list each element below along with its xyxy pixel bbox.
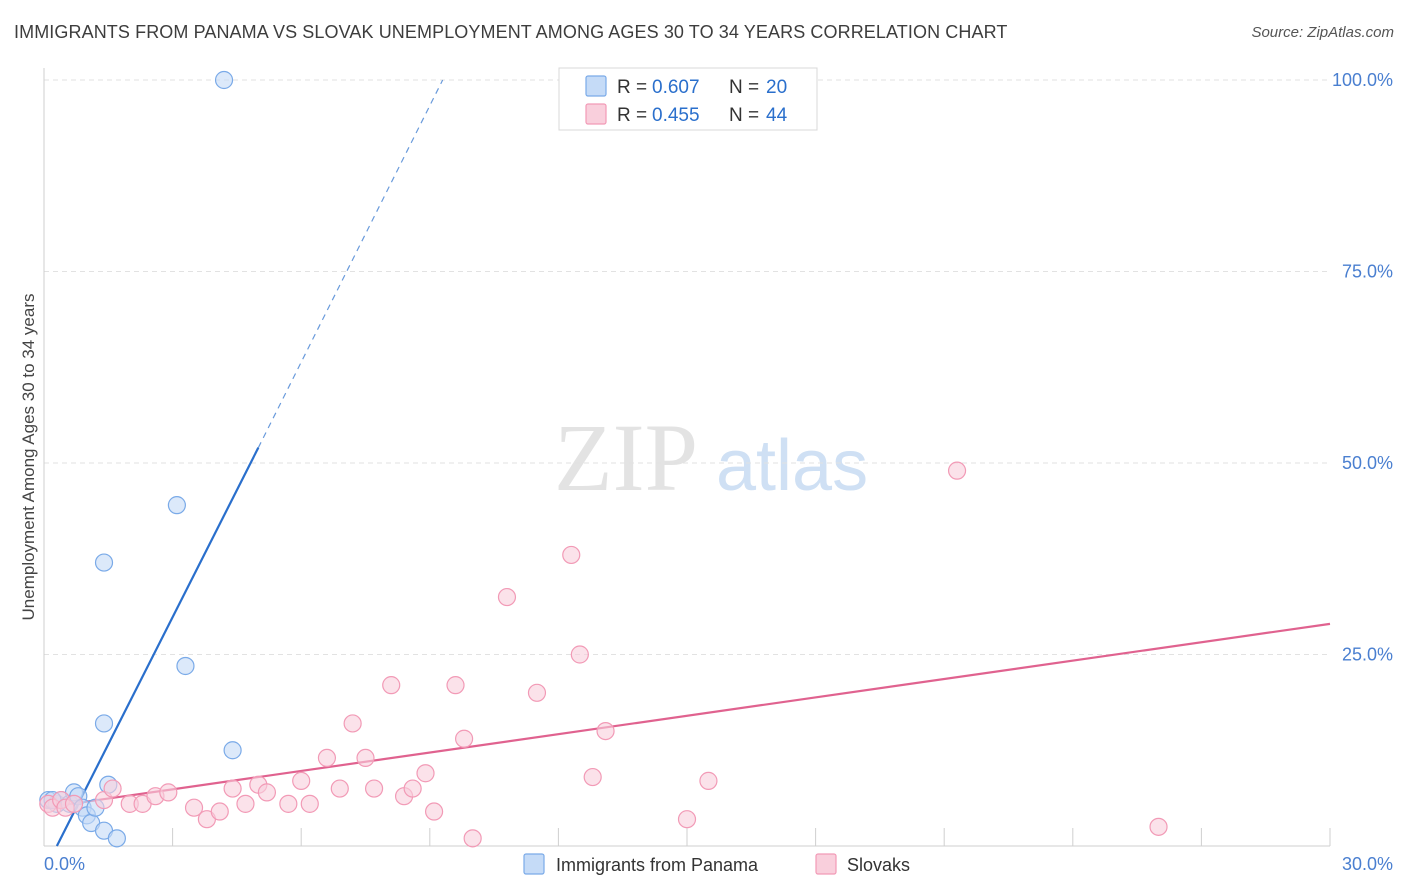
point-slovaks-35: [527, 683, 547, 702]
point-slovaks-10: [159, 783, 178, 802]
y-axis-title: Unemployment Among Ages 30 to 34 years: [19, 294, 38, 621]
stats-legend-swatch-panama: [585, 75, 607, 97]
x-tick-label-max: 30.0%: [1342, 854, 1393, 874]
trend-line-panama: [55, 447, 260, 847]
stats-legend-r-value-slovaks: 0.455: [652, 105, 700, 126]
watermark-atlas: atlas: [716, 426, 868, 506]
point-slovaks-32: [454, 729, 474, 748]
point-panama-13: [94, 714, 114, 733]
scatter-points: [39, 70, 1168, 848]
point-panama-12: [107, 829, 126, 848]
point-slovaks-19: [292, 771, 311, 790]
point-slovaks-42: [947, 461, 967, 480]
point-slovaks-36: [562, 545, 581, 565]
point-slovaks-24: [356, 748, 375, 768]
point-slovaks-37: [570, 645, 589, 664]
y-tick-label-25: 25.0%: [1342, 645, 1393, 665]
point-slovaks-26: [382, 676, 401, 695]
point-slovaks-4: [64, 794, 84, 813]
point-slovaks-31: [446, 676, 465, 695]
series-legend: Immigrants from Panama Slovaks: [523, 853, 910, 875]
point-panama-18: [214, 70, 234, 90]
point-panama-14: [94, 553, 114, 572]
x-ticks: [172, 828, 1331, 846]
point-slovaks-30: [424, 802, 444, 821]
y-tick-label-75: 75.0%: [1342, 262, 1393, 282]
stats-legend-n-value-slovaks: 44: [766, 105, 788, 126]
series-legend-label-panama: Immigrants from Panama: [556, 855, 759, 875]
x-tick-label-min: 0.0%: [44, 854, 85, 874]
point-slovaks-13: [210, 802, 229, 821]
trend-line-slovaks: [43, 622, 1331, 809]
point-slovaks-38: [583, 767, 602, 787]
stats-legend-n-label-slovaks: N =: [729, 105, 759, 126]
point-slovaks-20: [300, 794, 319, 813]
point-slovaks-17: [257, 783, 277, 802]
stats-legend-r-value-panama: 0.607: [652, 77, 700, 98]
stats-legend-n-value-panama: 20: [766, 77, 787, 98]
chart-source: Source: ZipAtlas.com: [1251, 24, 1394, 41]
stats-legend-swatch-slovaks: [585, 103, 607, 125]
point-slovaks-28: [403, 779, 422, 798]
watermark-zip: ZIP: [554, 404, 698, 511]
chart-title: IMMIGRANTS FROM PANAMA VS SLOVAK UNEMPLO…: [14, 22, 1008, 42]
point-slovaks-11: [184, 798, 204, 817]
point-slovaks-39: [596, 721, 615, 741]
watermark: ZIP atlas: [554, 404, 868, 511]
point-slovaks-41: [699, 771, 718, 790]
point-slovaks-40: [677, 810, 697, 829]
point-slovaks-43: [1149, 817, 1168, 836]
point-slovaks-29: [416, 764, 435, 783]
point-slovaks-6: [103, 779, 122, 798]
point-slovaks-21: [317, 748, 337, 768]
point-panama-17: [223, 741, 242, 760]
series-legend-swatch-slovaks: [815, 853, 837, 875]
point-panama-16: [176, 656, 195, 676]
trend-line-extension-panama: [257, 79, 444, 448]
point-slovaks-33: [463, 829, 482, 848]
point-slovaks-22: [330, 779, 349, 798]
point-slovaks-14: [223, 779, 242, 798]
y-tick-label-100: 100.0%: [1332, 70, 1393, 90]
grid: [44, 79, 1330, 655]
series-legend-swatch-panama: [523, 853, 545, 875]
point-slovaks-34: [497, 587, 517, 607]
stats-legend-n-label-panama: N =: [729, 77, 759, 98]
point-slovaks-25: [364, 779, 384, 798]
stats-legend-r-label-slovaks: R =: [617, 105, 647, 126]
stats-legend: R = 0.607 N = 20 R = 0.455 N = 44: [558, 67, 818, 131]
point-panama-15: [167, 496, 186, 515]
point-slovaks-18: [279, 794, 298, 813]
y-tick-label-50: 50.0%: [1342, 453, 1393, 473]
series-legend-label-slovaks: Slovaks: [847, 855, 910, 875]
stats-legend-r-label-panama: R =: [617, 77, 647, 98]
point-slovaks-23: [343, 714, 362, 733]
point-slovaks-15: [236, 794, 255, 813]
